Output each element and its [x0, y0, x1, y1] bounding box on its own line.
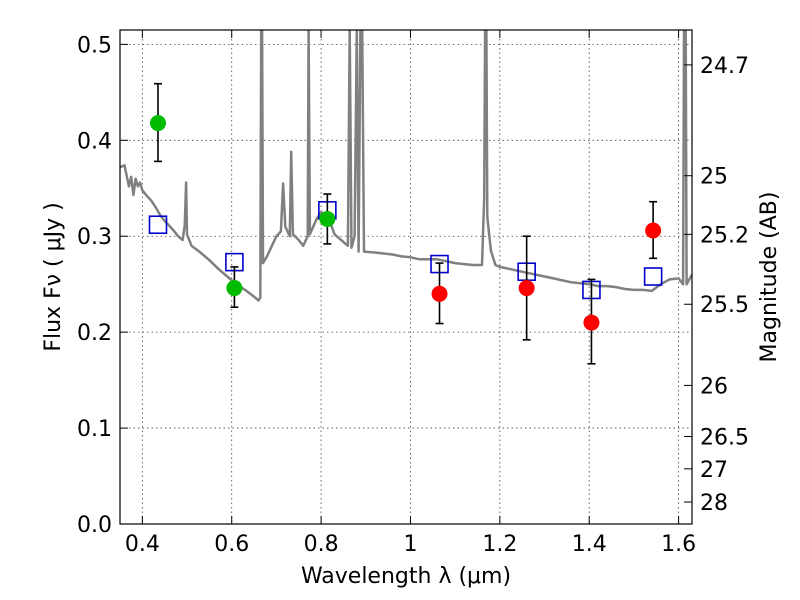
observed-flux-point	[226, 280, 243, 297]
x-axis-label: Wavelength λ (μm)	[301, 564, 511, 589]
observed-flux-point	[149, 115, 166, 132]
y-axis-label: Flux Fν ( μJy )	[41, 202, 66, 351]
plot-data	[120, 30, 692, 365]
x-tick-label: 1.6	[661, 532, 696, 557]
model-photometry-square	[148, 215, 168, 235]
model-spectrum-line	[120, 30, 692, 302]
y2-tick-label: 27	[700, 458, 728, 483]
y2-tick-label: 28	[700, 491, 728, 516]
grid-lines	[120, 30, 692, 525]
y2-tick-label: 24.7	[700, 54, 749, 79]
y2-axis-label: Magnitude (AB)	[757, 192, 782, 363]
y-tick-label: 0.2	[77, 321, 112, 346]
y2-tick-label: 25.5	[700, 293, 749, 318]
x-tick-label: 0.6	[214, 532, 249, 557]
y-tick-label: 0.0	[77, 513, 112, 538]
axis-ticks: 0.4 0.6 0.8 1 1.2 1.4 1.6 0.0 0.1 0.2 0.3 0.4 0.5 24.…	[77, 30, 749, 557]
x-tick-label: 1.2	[482, 532, 517, 557]
y-tick-label: 0.1	[77, 417, 112, 442]
observed-flux-point	[431, 285, 448, 302]
observed-flux-point	[583, 314, 600, 331]
x-tick-label: 0.4	[125, 532, 160, 557]
x-tick-label: 0.8	[304, 532, 339, 557]
observed-flux-point	[645, 222, 662, 239]
y-tick-label: 0.4	[77, 129, 112, 154]
y2-tick-label: 25	[700, 165, 728, 190]
y2-tick-label: 26.5	[700, 426, 749, 451]
observed-flux-point	[518, 280, 535, 297]
observed-flux-point	[319, 210, 336, 227]
x-tick-label: 1.4	[572, 532, 607, 557]
y-tick-label: 0.5	[77, 33, 112, 58]
y-tick-label: 0.3	[77, 225, 112, 250]
model-photometry-square	[643, 267, 663, 286]
y2-tick-label: 25.2	[700, 223, 749, 248]
y2-tick-label: 26	[700, 374, 728, 399]
x-tick-label: 1	[403, 532, 417, 557]
plot-frame	[119, 29, 693, 525]
